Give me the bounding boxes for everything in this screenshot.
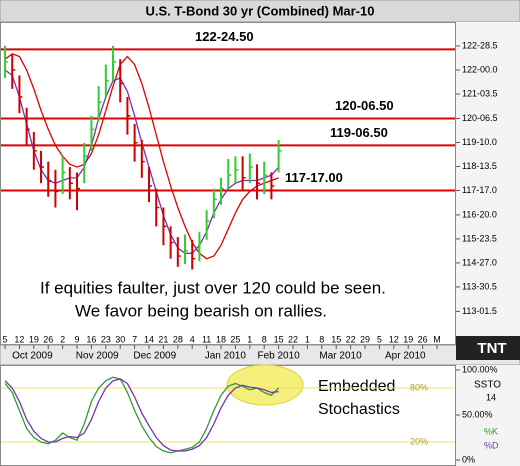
- x-tick-label: 8: [262, 334, 267, 344]
- x-tick-label: 5: [3, 334, 8, 344]
- x-tick-label: 2: [60, 334, 65, 344]
- y-tick-label: 122-28.5: [462, 40, 498, 50]
- price-axis-panel: [456, 22, 520, 345]
- y-tick-label: 120-06.5: [462, 113, 498, 123]
- annotation: We favor being bearish on rallies.: [75, 301, 327, 320]
- level-label: 117-17.00: [285, 170, 343, 185]
- y-tick-label: 119-10.0: [462, 137, 497, 147]
- x-tick-label: 5: [377, 334, 382, 344]
- x-tick-label: 12: [14, 334, 24, 344]
- x-tick-label: 15: [274, 334, 284, 344]
- stochastic-line: [4, 378, 279, 452]
- x-tick-label: 26: [418, 334, 428, 344]
- x-tick-label: 19: [29, 334, 39, 344]
- x-tick-label: 25: [230, 334, 240, 344]
- x-tick-label: 8: [319, 334, 324, 344]
- x-tick-label: 21: [158, 334, 168, 344]
- y-tick-label: 122-00.0: [462, 64, 498, 74]
- y-tick-label: 114-27.0: [462, 257, 497, 267]
- logo-box: [456, 336, 520, 360]
- moving-average: [4, 53, 279, 260]
- x-tick-label: 7: [132, 334, 137, 344]
- x-tick-label: 1: [305, 334, 310, 344]
- y-tick-label: 113-30.5: [462, 281, 497, 291]
- y-tick-label: 50.00%: [462, 409, 493, 419]
- month-label: Apr 2010: [385, 351, 426, 362]
- y-tick-label: 0%: [462, 454, 475, 464]
- y-tick-label: 115-23.5: [462, 233, 497, 243]
- y-tick-label: 121-03.5: [462, 88, 498, 98]
- x-tick-label: M: [433, 334, 441, 344]
- legend-label: %K: [484, 426, 498, 436]
- logo: TNT: [477, 340, 506, 357]
- level-label: 120-06.50: [335, 98, 394, 113]
- indicator-period: 14: [486, 392, 496, 402]
- chart-title: U.S. T-Bond 30 yr (Combined) Mar-10: [146, 3, 375, 18]
- x-tick-label: 29: [360, 334, 370, 344]
- x-tick-label: 11: [202, 334, 211, 344]
- x-tick-label: 9: [75, 334, 80, 344]
- y-tick-label: 113-01.5: [462, 306, 497, 316]
- x-tick-label: 4: [190, 334, 195, 344]
- highlight-ellipse: [226, 364, 304, 406]
- y-tick-label: 100.00%: [462, 364, 498, 374]
- month-label: Dec 2009: [133, 351, 176, 362]
- month-label: Oct 2009: [12, 351, 53, 362]
- x-tick-label: 12: [389, 334, 399, 344]
- stochastic-axis-panel: [456, 365, 520, 466]
- x-tick-label: 14: [144, 334, 154, 344]
- x-tick-label: 15: [331, 334, 341, 344]
- x-tick-label: 1: [247, 334, 252, 344]
- stochastic-level-label: 20%: [410, 436, 428, 446]
- x-tick-label: 23: [101, 334, 111, 344]
- annotation: If equities faulter, just over 120 could…: [40, 278, 386, 297]
- level-label: 122-24.50: [195, 29, 254, 44]
- y-tick-label: 117-17.0: [462, 185, 497, 195]
- x-tick-label: 30: [115, 334, 125, 344]
- x-tick-label: 26: [43, 334, 53, 344]
- legend-label: %D: [484, 440, 499, 450]
- indicator-name: SSTO: [474, 380, 501, 391]
- x-tick-label: 22: [346, 334, 356, 344]
- x-tick-label: 22: [288, 334, 298, 344]
- month-label: Feb 2010: [257, 351, 300, 362]
- stochastic-note: Embedded: [318, 378, 395, 395]
- y-tick-label: 118-13.5: [462, 161, 497, 171]
- stochastic-note: Stochastics: [318, 401, 400, 418]
- x-tick-label: 16: [86, 334, 96, 344]
- x-tick-label: 28: [173, 334, 183, 344]
- month-label: Jan 2010: [205, 351, 247, 362]
- month-label: Mar 2010: [319, 351, 362, 362]
- x-tick-label: 19: [403, 334, 413, 344]
- level-label: 119-06.50: [330, 125, 388, 140]
- y-tick-label: 116-20.0: [462, 209, 497, 219]
- month-label: Nov 2009: [76, 351, 119, 362]
- stochastic-level-label: 80%: [410, 382, 428, 392]
- x-tick-label: 18: [216, 334, 226, 344]
